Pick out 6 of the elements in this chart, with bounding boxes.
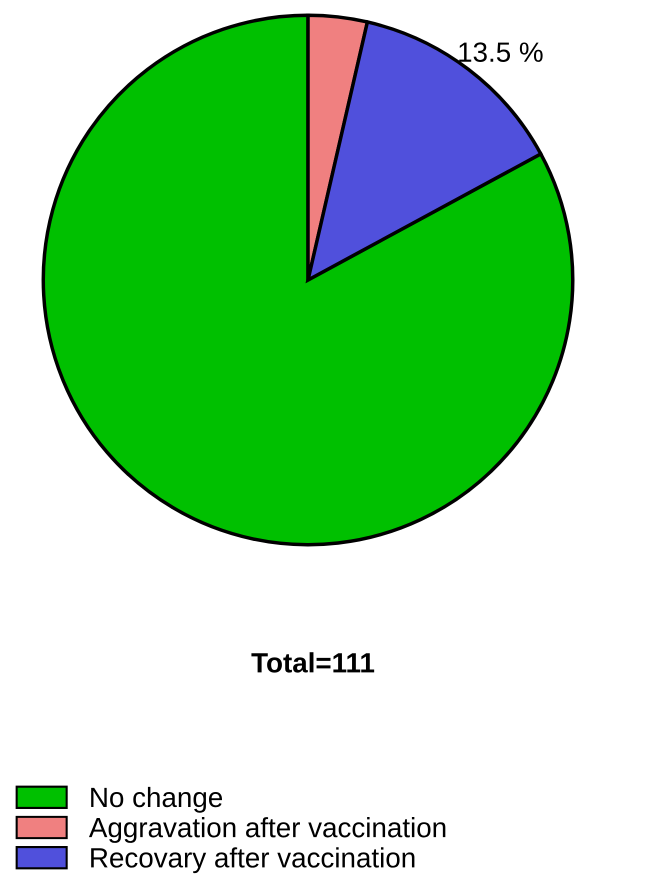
legend-label: Aggravation after vaccination: [88, 817, 446, 843]
pie-slice: [42, 14, 574, 546]
text: Total=111: [251, 652, 374, 673]
legend-label: No change: [91, 786, 222, 813]
data-label: 13.5 %: [459, 42, 543, 62]
legend-label: Recovary after vaccination: [91, 847, 414, 874]
